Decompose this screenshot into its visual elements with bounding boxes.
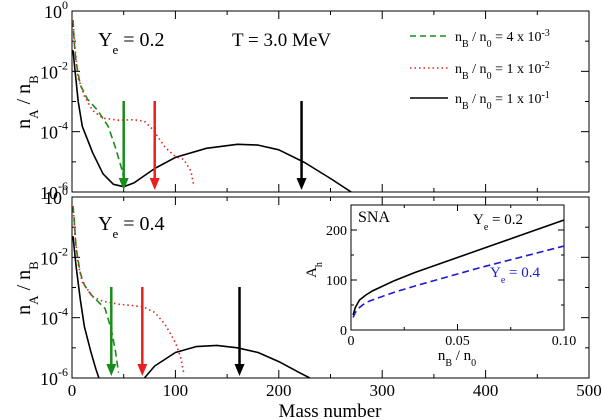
top-ylabel: nA / nB <box>13 75 41 129</box>
top-panel-arrows <box>118 101 307 190</box>
xlabel: Mass number <box>279 401 383 419</box>
svg-text:nB / n0 = 1 x 10-2: nB / n0 = 1 x 10-2 <box>455 60 550 82</box>
x-tick-label: 100 <box>163 381 189 400</box>
x-tick-label: 0 <box>68 381 77 400</box>
svg-text:nB / n0 = 1 x 10-1: nB / n0 = 1 x 10-1 <box>455 90 550 112</box>
legend-item-red: nB / n0 = 1 x 10-2 <box>410 60 550 82</box>
inset-ticks: 0 100 200 0 0.05 0.10 <box>326 204 577 349</box>
inset-xtick-label: 0 <box>348 334 355 349</box>
top-ytick-label: 100 <box>44 0 68 22</box>
x-tick-label: 200 <box>266 381 292 400</box>
bottom-panel-curves <box>72 206 311 378</box>
svg-text:nB / n0 = 4 x 10-3: nB / n0 = 4 x 10-3 <box>455 28 550 50</box>
inset-xtick-label: 0.10 <box>552 334 577 349</box>
top-temperature-annotation: T = 3.0 MeV <box>232 30 331 51</box>
top-ytick-label: 10-4 <box>40 119 68 143</box>
bottom-ytick-label: 10-2 <box>40 244 68 268</box>
top-arrow <box>149 101 160 190</box>
x-tick-label: 400 <box>473 381 499 400</box>
legend: nB / n0 = 4 x 10-3 nB / n0 = 1 x 10-2 nB… <box>410 28 550 112</box>
x-tick-label: 500 <box>576 381 602 400</box>
inset-xlabel: nB / n0 <box>438 348 476 369</box>
inset-title: SNA <box>358 209 390 226</box>
bottom-curve-solid <box>72 236 311 378</box>
top-curve-dashed <box>72 20 127 187</box>
top-panel-curves <box>72 20 352 192</box>
legend-item-green: nB / n0 = 4 x 10-3 <box>410 28 550 50</box>
inset-curve-dashed <box>352 245 564 318</box>
bottom-panel-arrows <box>106 287 245 376</box>
inset-ylabel: Ah <box>304 262 325 278</box>
inset-curves <box>352 219 564 318</box>
x-tick-label: 300 <box>369 381 395 400</box>
bottom-arrow <box>106 287 117 376</box>
inset-xtick-label: 0.05 <box>445 334 470 349</box>
bottom-ylabel: nA / nB <box>13 261 41 315</box>
top-ytick-label: 10-2 <box>40 58 68 82</box>
inset-ytick-label: 100 <box>326 274 347 289</box>
top-arrow <box>296 101 307 190</box>
bottom-ytick-label: 100 <box>44 184 68 208</box>
bottom-ye-annotation: Ye = 0.4 <box>98 213 165 241</box>
legend-item-black: nB / n0 = 1 x 10-1 <box>410 90 550 112</box>
bottom-ytick-label: 10-4 <box>40 305 68 329</box>
top-arrow <box>118 101 129 190</box>
bottom-arrow <box>234 287 245 376</box>
top-ye-annotation: Ye = 0.2 <box>98 29 165 57</box>
inset-curve-solid <box>352 219 564 316</box>
bottom-ytick-label: 10-6 <box>40 365 68 389</box>
top-curve-solid <box>72 50 352 192</box>
inset-ytick-label: 200 <box>326 224 347 239</box>
bottom-arrow <box>137 287 148 376</box>
inset-ytick-label: 0 <box>340 324 347 339</box>
